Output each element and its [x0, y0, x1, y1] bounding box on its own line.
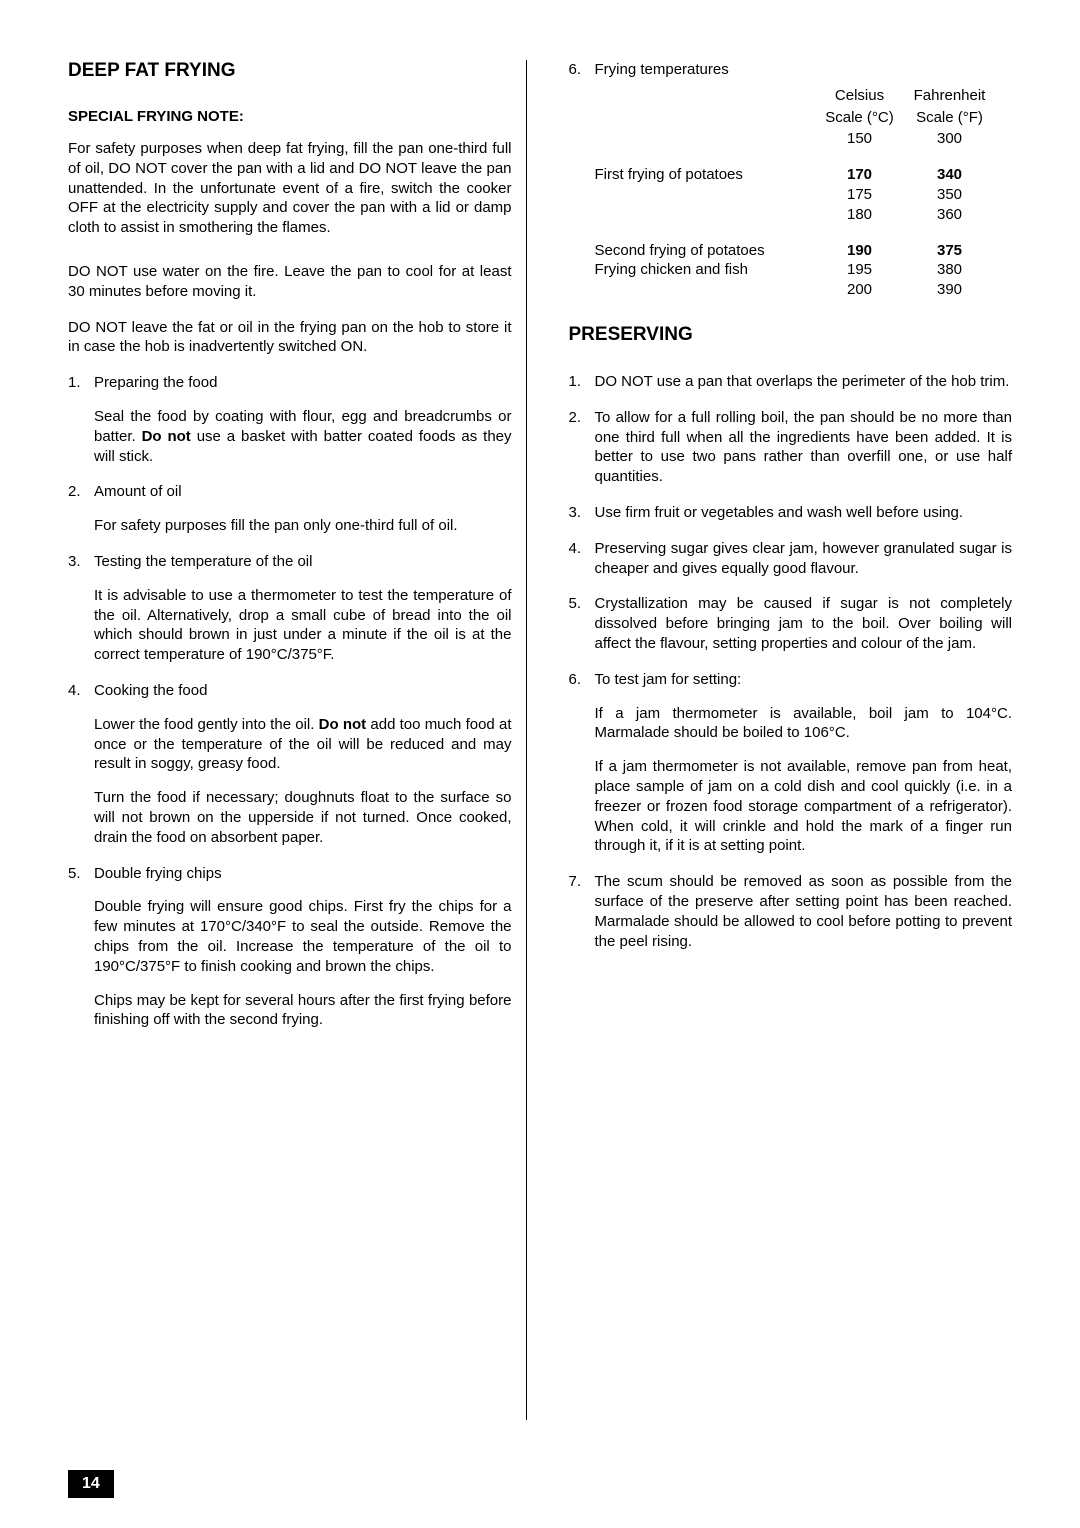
p5-num: 5.	[569, 594, 595, 653]
p3-num: 3.	[569, 503, 595, 523]
first-frying-f-2: 360	[905, 205, 995, 225]
item-3-num: 3.	[68, 552, 94, 665]
p5-body: Crystallization may be caused if sugar i…	[595, 594, 1013, 653]
right-column: 6. Frying temperatures Celsius Fahrenhei…	[555, 60, 1013, 1420]
item-2-body: For safety purposes fill the pan only on…	[94, 516, 512, 536]
p2-body: To allow for a full rolling boil, the pa…	[595, 408, 1013, 487]
item-4: 4. Cooking the food Lower the food gentl…	[68, 681, 512, 848]
item-4-text-bold: Do not	[319, 716, 367, 733]
second-frying-label: Second frying of potatoes	[595, 241, 815, 261]
chicken-fish-c-1: 200	[815, 280, 905, 300]
item-6-num: 6.	[569, 60, 595, 80]
preserve-item-1: 1. DO NOT use a pan that overlaps the pe…	[569, 372, 1013, 392]
item-2-num: 2.	[68, 482, 94, 536]
chicken-fish-label: Frying chicken and fish	[595, 260, 815, 280]
item-2: 2. Amount of oil For safety purposes fil…	[68, 482, 512, 536]
chicken-fish-f-1: 390	[905, 280, 995, 300]
item-4-text-a: Lower the food gently into the oil.	[94, 716, 319, 733]
p1-body: DO NOT use a pan that overlaps the perim…	[595, 372, 1013, 392]
chicken-fish-f-0: 380	[905, 260, 995, 280]
preserve-item-2: 2. To allow for a full rolling boil, the…	[569, 408, 1013, 487]
subheading-special-note: SPECIAL FRYING NOTE:	[68, 108, 512, 125]
temp-baseline: 150 300	[595, 129, 1013, 149]
item-3-title: Testing the temperature of the oil	[94, 552, 512, 572]
col-celsius-1: Celsius	[815, 86, 905, 106]
two-column-layout: DEEP FAT FRYING SPECIAL FRYING NOTE: For…	[68, 60, 1012, 1420]
item-4-num: 4.	[68, 681, 94, 848]
heading-deep-fat-frying: DEEP FAT FRYING	[68, 60, 512, 82]
col-celsius-2: Scale (°C)	[815, 108, 905, 128]
item-6-title: Frying temperatures	[595, 60, 1013, 80]
item-5-body-2: Chips may be kept for several hours afte…	[94, 991, 512, 1031]
first-frying-c-2: 180	[815, 205, 905, 225]
p3-body: Use firm fruit or vegetables and wash we…	[595, 503, 1013, 523]
item-4-body-1: Lower the food gently into the oil. Do n…	[94, 715, 512, 774]
heading-preserving: PRESERVING	[569, 324, 1013, 346]
item-1-title: Preparing the food	[94, 373, 512, 393]
item-1-num: 1.	[68, 373, 94, 466]
para-no-water: DO NOT use water on the fire. Leave the …	[68, 262, 512, 302]
item-1-text-bold: Do not	[142, 428, 191, 445]
item-3: 3. Testing the temperature of the oil It…	[68, 552, 512, 665]
p4-num: 4.	[569, 539, 595, 579]
col-fahrenheit-1: Fahrenheit	[905, 86, 995, 106]
first-frying-f-0: 340	[905, 165, 995, 185]
temp-header-1: Celsius Fahrenheit	[595, 86, 1013, 106]
p7-body: The scum should be removed as soon as po…	[595, 872, 1013, 951]
baseline-f: 300	[905, 129, 995, 149]
para-no-leave-oil: DO NOT leave the fat or oil in the fryin…	[68, 318, 512, 358]
item-5-body-1: Double frying will ensure good chips. Fi…	[94, 897, 512, 976]
p4-body: Preserving sugar gives clear jam, howeve…	[595, 539, 1013, 579]
p2-num: 2.	[569, 408, 595, 487]
item-1-body: Seal the food by coating with flour, egg…	[94, 407, 512, 466]
item-5: 5. Double frying chips Double frying wil…	[68, 864, 512, 1031]
first-frying-f-1: 350	[905, 185, 995, 205]
item-1: 1. Preparing the food Seal the food by c…	[68, 373, 512, 466]
preserve-item-4: 4. Preserving sugar gives clear jam, how…	[569, 539, 1013, 579]
left-column: DEEP FAT FRYING SPECIAL FRYING NOTE: For…	[68, 60, 527, 1420]
item-3-body: It is advisable to use a thermometer to …	[94, 586, 512, 665]
p6-num: 6.	[569, 670, 595, 856]
p6-body-2: If a jam thermometer is not available, r…	[595, 757, 1013, 856]
temp-row-first-frying: First frying of potatoes 170 340 175 350…	[595, 165, 1013, 224]
first-frying-label: First frying of potatoes	[595, 165, 815, 185]
p7-num: 7.	[569, 872, 595, 951]
chicken-fish-c-0: 195	[815, 260, 905, 280]
first-frying-c-1: 175	[815, 185, 905, 205]
temp-header-2: Scale (°C) Scale (°F)	[595, 108, 1013, 128]
item-5-num: 5.	[68, 864, 94, 1031]
item-4-body-2: Turn the food if necessary; doughnuts fl…	[94, 788, 512, 847]
preserve-item-3: 3. Use firm fruit or vegetables and wash…	[569, 503, 1013, 523]
second-frying-f-0: 375	[905, 241, 995, 261]
preserve-item-6: 6. To test jam for setting: If a jam the…	[569, 670, 1013, 856]
p6-title: To test jam for setting:	[595, 670, 1013, 690]
second-frying-c-0: 190	[815, 241, 905, 261]
preserve-item-5: 5. Crystallization may be caused if suga…	[569, 594, 1013, 653]
baseline-c: 150	[815, 129, 905, 149]
page-number-tab: 14	[68, 1470, 114, 1498]
temp-row-second-frying: Second frying of potatoes 190 375 Frying…	[595, 241, 1013, 300]
preserve-item-7: 7. The scum should be removed as soon as…	[569, 872, 1013, 951]
item-5-title: Double frying chips	[94, 864, 512, 884]
p1-num: 1.	[569, 372, 595, 392]
temperature-table: Celsius Fahrenheit Scale (°C) Scale (°F)…	[569, 86, 1013, 300]
col-fahrenheit-2: Scale (°F)	[905, 108, 995, 128]
item-4-title: Cooking the food	[94, 681, 512, 701]
item-6: 6. Frying temperatures	[569, 60, 1013, 80]
p6-body-1: If a jam thermometer is available, boil …	[595, 704, 1013, 744]
para-safety: For safety purposes when deep fat frying…	[68, 139, 512, 238]
first-frying-c-0: 170	[815, 165, 905, 185]
item-2-title: Amount of oil	[94, 482, 512, 502]
